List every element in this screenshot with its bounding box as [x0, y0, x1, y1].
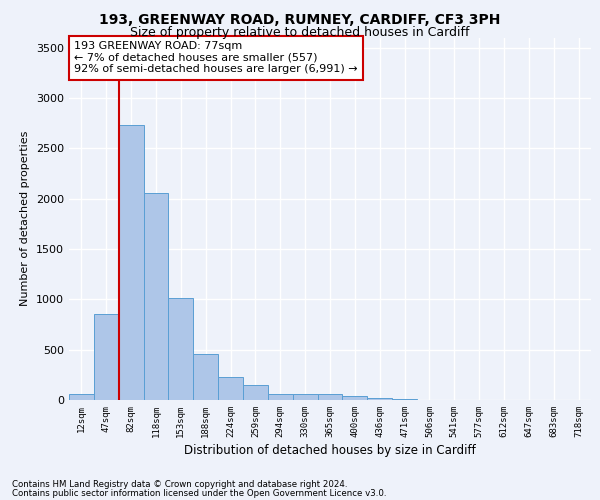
Bar	[169, 298, 193, 400]
Bar	[193, 354, 218, 400]
Bar	[392, 399, 417, 400]
Bar	[268, 394, 293, 400]
Bar	[143, 192, 169, 400]
Text: Contains public sector information licensed under the Open Government Licence v3: Contains public sector information licen…	[12, 489, 386, 498]
Bar	[218, 377, 243, 400]
Bar	[317, 394, 343, 400]
Bar	[94, 314, 119, 400]
Text: 193, GREENWAY ROAD, RUMNEY, CARDIFF, CF3 3PH: 193, GREENWAY ROAD, RUMNEY, CARDIFF, CF3…	[100, 12, 500, 26]
Text: Size of property relative to detached houses in Cardiff: Size of property relative to detached ho…	[130, 26, 470, 39]
Text: 193 GREENWAY ROAD: 77sqm
← 7% of detached houses are smaller (557)
92% of semi-d: 193 GREENWAY ROAD: 77sqm ← 7% of detache…	[74, 41, 358, 74]
Bar	[343, 396, 367, 400]
Text: Contains HM Land Registry data © Crown copyright and database right 2024.: Contains HM Land Registry data © Crown c…	[12, 480, 347, 489]
Bar	[119, 125, 143, 400]
X-axis label: Distribution of detached houses by size in Cardiff: Distribution of detached houses by size …	[184, 444, 476, 457]
Bar	[367, 398, 392, 400]
Y-axis label: Number of detached properties: Number of detached properties	[20, 131, 31, 306]
Bar	[69, 394, 94, 400]
Bar	[243, 386, 268, 400]
Bar	[293, 394, 317, 400]
